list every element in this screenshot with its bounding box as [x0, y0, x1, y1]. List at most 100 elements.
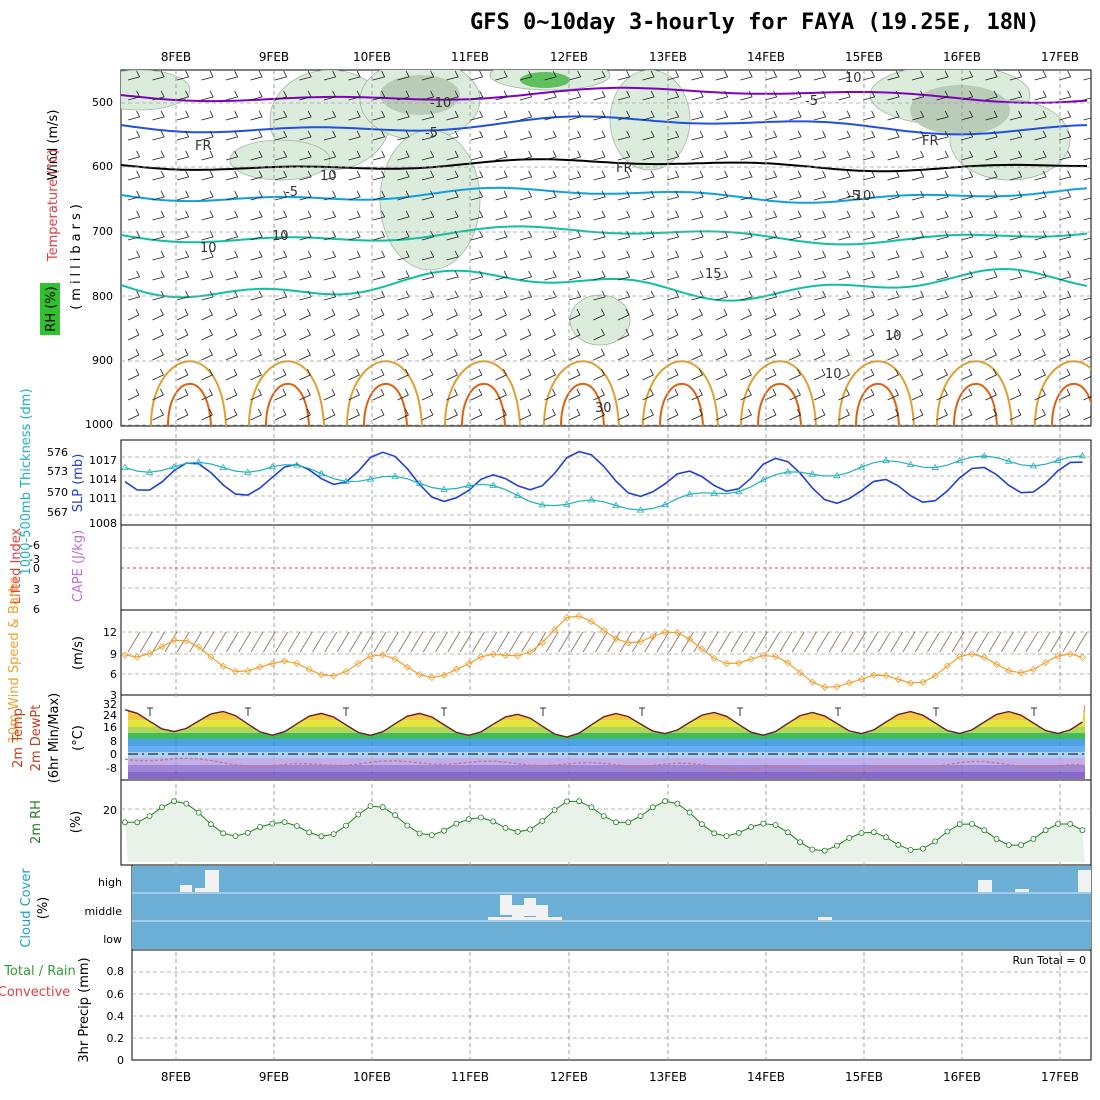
temp-mask [125, 697, 1085, 737]
wind-barb [1058, 368, 1071, 381]
wind-barb [470, 328, 483, 341]
wind10-point [489, 650, 497, 658]
temp-contour-5 [121, 186, 1088, 204]
wind-barb [887, 150, 900, 161]
wind-barb [985, 388, 997, 401]
thickness-tick: 570 [47, 486, 68, 499]
minmax-marker [147, 707, 153, 716]
rh2m-point [257, 824, 263, 830]
wind-barb [862, 90, 876, 101]
thickness-point [882, 456, 890, 464]
wind-barb [691, 70, 704, 81]
upper-air-ylabels: Wind (m/s) Temperature (°C) RH (%) (mill… [40, 110, 84, 335]
wind10-point [195, 643, 203, 651]
wind-barb [1058, 230, 1072, 241]
wind10-point [207, 653, 215, 661]
wind-barb [299, 190, 312, 201]
wind-barb [960, 190, 974, 201]
date-label: 9FEB [259, 1070, 289, 1084]
wind-barb [789, 328, 801, 341]
wind-barb [789, 348, 801, 361]
thickness-point [219, 463, 227, 470]
wind-barb [1034, 210, 1047, 221]
thickness-point [317, 469, 326, 477]
rh2m-point [244, 829, 251, 836]
wind10-barb [791, 631, 805, 653]
rh2m-point [1055, 821, 1061, 827]
wind-barb [470, 150, 484, 161]
precip-axis: Total / Rain Convective 3hr Precip (mm) … [0, 954, 1086, 1067]
wind-barb [299, 90, 312, 101]
wind-barb [789, 250, 802, 261]
wind-barb [446, 70, 459, 81]
thickness-point [857, 463, 866, 470]
wind-barb [740, 250, 753, 261]
wind-barb [323, 70, 337, 81]
wind-barb [617, 90, 631, 101]
wind-barb [323, 170, 337, 181]
wind-barb [985, 130, 998, 141]
wind-barb [152, 368, 164, 381]
wind-barb [1009, 190, 1023, 201]
bottom-date-axis: 8FEB 9FEB 10FEB 11FEB 12FEB 13FEB 14FEB … [161, 1070, 1079, 1084]
wind-barb [446, 408, 458, 421]
wind-barb [985, 110, 998, 121]
wind-barb [691, 368, 703, 381]
wind10-barb [693, 631, 707, 653]
wind-barb [838, 130, 851, 141]
wind-barb [985, 270, 998, 281]
wind10-point [673, 629, 681, 637]
wind-barb [519, 348, 532, 361]
contour-label: -5 [805, 94, 818, 109]
wind10-point [907, 679, 915, 687]
wind-barb [446, 290, 459, 301]
wind-barb [887, 130, 900, 141]
wind-barb [421, 110, 435, 121]
date-label: 10FEB [353, 50, 391, 64]
wind-barb [985, 328, 997, 341]
wind-barb [789, 110, 802, 121]
wind-barb [642, 110, 655, 121]
wind-barb [764, 170, 778, 181]
wind-barb [152, 408, 164, 421]
wind-barb [495, 328, 507, 341]
wind-barb [348, 90, 361, 101]
wind-barb [225, 270, 239, 281]
temp-color-band [128, 720, 1085, 727]
wind-barb [470, 230, 484, 241]
wind10-point [514, 652, 522, 660]
wind-barb [936, 408, 948, 421]
wind-barb [862, 70, 876, 81]
wind-barb [152, 90, 165, 101]
wind10-barb [570, 631, 584, 653]
rh-shade [379, 129, 481, 271]
wind-barb [617, 308, 630, 321]
wind-barb [568, 388, 581, 401]
thickness-point [244, 468, 252, 475]
contour-label: -5 [425, 126, 438, 141]
wind-barb [715, 130, 729, 141]
wind-barb [764, 308, 777, 321]
wind-barb [666, 290, 680, 301]
wind-barb [593, 250, 606, 261]
temp-contour-15 [121, 267, 1088, 302]
wind10-barb [1013, 631, 1026, 653]
wind-barb [666, 90, 680, 101]
rh2m-point [564, 798, 570, 805]
wind-barb [446, 308, 458, 321]
rh2m-point [428, 832, 435, 838]
rh2m-point [478, 814, 484, 821]
thickness-tick: 576 [47, 446, 68, 459]
wind-barb [862, 270, 876, 281]
date-label: 17FEB [1041, 1070, 1079, 1084]
wind-barb [666, 150, 680, 161]
wind-barb [691, 190, 704, 201]
wind-barb [299, 308, 311, 321]
wind-barb [348, 308, 360, 321]
level-tick: 700 [92, 225, 113, 238]
wind10-barb [250, 631, 264, 653]
wind-barb [691, 230, 704, 241]
wind-barb [642, 250, 655, 261]
wind-barb [1083, 277, 1091, 281]
wind-barb [201, 388, 213, 401]
